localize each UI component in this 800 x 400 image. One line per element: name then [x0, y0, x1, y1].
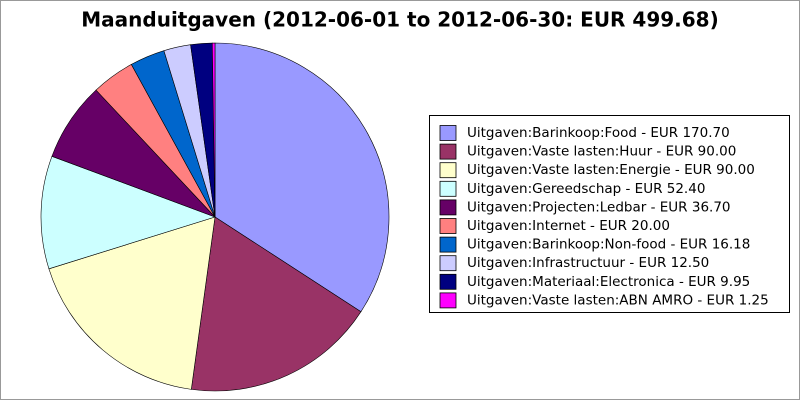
- legend-box: [429, 115, 790, 313]
- pie-slice: [211, 42, 216, 218]
- legend-label: Uitgaven:Vaste lasten:Energie - EUR 90.0…: [467, 162, 755, 178]
- pie-slice: [214, 42, 390, 313]
- legend-swatch: [439, 125, 457, 141]
- legend-swatch: [439, 180, 457, 197]
- legend-label: Uitgaven:Internet - EUR 20.00: [467, 218, 670, 234]
- legend-label: Uitgaven:Vaste lasten:ABN AMRO - EUR 1.2…: [467, 292, 769, 308]
- legend-swatch: [439, 199, 457, 216]
- pie-slice: [40, 155, 216, 270]
- legend-label: Uitgaven:Gereedschap - EUR 52.40: [467, 181, 705, 197]
- legend-label: Uitgaven:Barinkoop:Food - EUR 170.70: [467, 125, 730, 141]
- legend-label: Uitgaven:Projecten:Ledbar - EUR 36.70: [467, 199, 731, 215]
- legend-swatch: [439, 273, 457, 290]
- legend-label: Uitgaven:Infrastructuur - EUR 12.50: [467, 255, 709, 271]
- legend-swatch: [439, 218, 457, 234]
- legend-label: Uitgaven:Vaste lasten:Huur - EUR 90.00: [467, 144, 736, 160]
- pie-slice: [190, 216, 362, 392]
- legend-swatch: [439, 292, 457, 309]
- legend-swatch: [439, 143, 457, 160]
- pie-slice: [48, 216, 216, 390]
- legend-label: Uitgaven:Barinkoop:Non-food - EUR 16.18: [467, 237, 750, 253]
- legend-swatch: [439, 162, 457, 179]
- legend-label: Uitgaven:Materiaal:Electronica - EUR 9.9…: [467, 274, 750, 290]
- chart-title: Maanduitgaven (2012-06-01 to 2012-06-30:…: [81, 8, 719, 32]
- legend-swatch: [439, 255, 457, 272]
- legend-swatch: [439, 236, 457, 253]
